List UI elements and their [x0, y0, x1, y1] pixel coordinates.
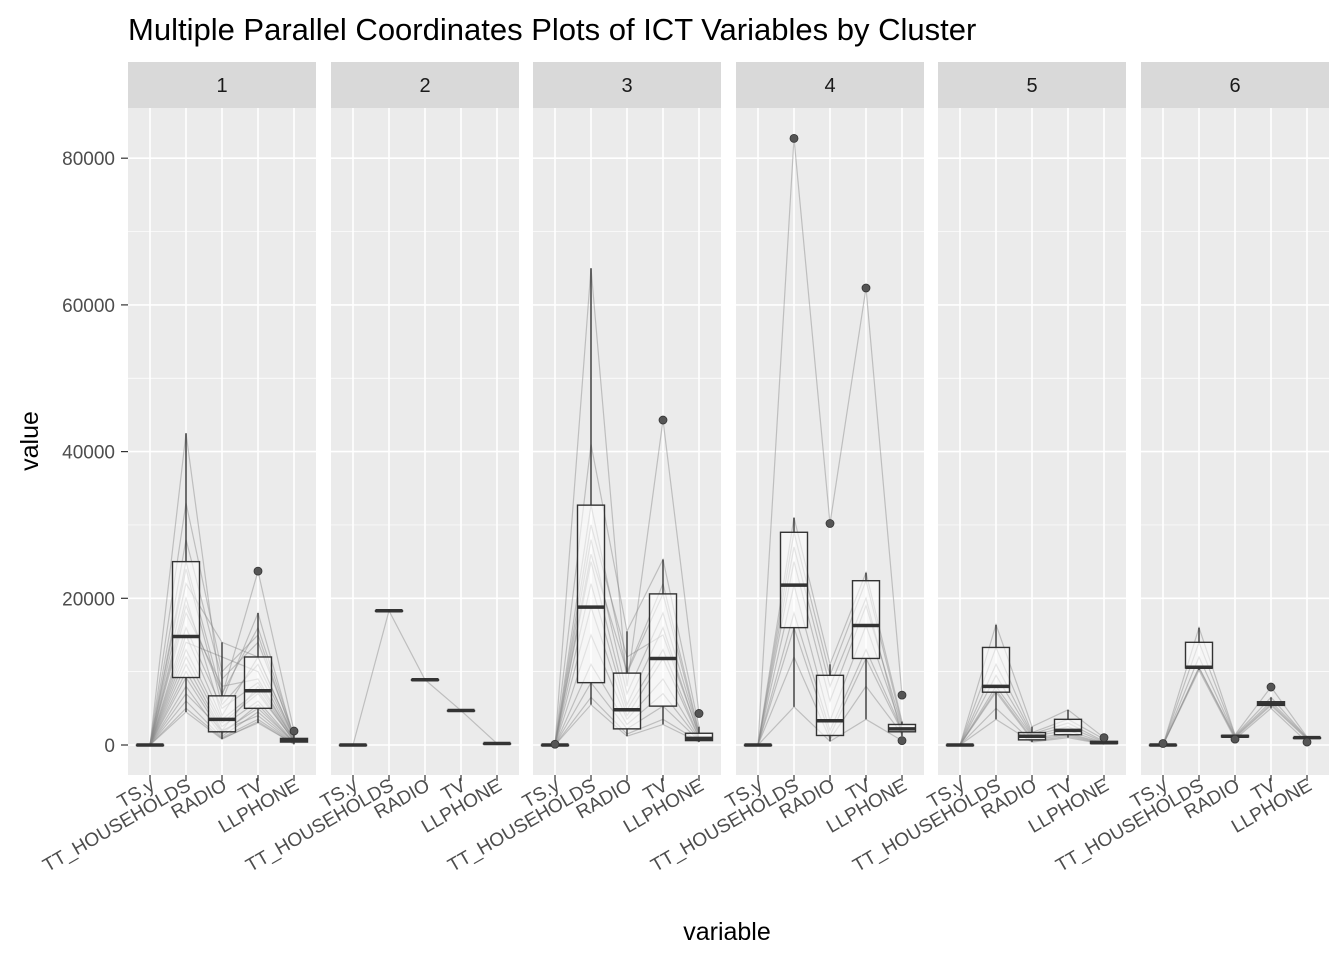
box — [779, 531, 809, 629]
boxplot-radio — [1220, 734, 1250, 744]
outlier-point — [289, 726, 299, 736]
y-tick-label: 60000 — [62, 296, 115, 317]
boxplot-tt-households — [374, 609, 404, 613]
box — [576, 504, 606, 684]
boxplot-radio — [815, 519, 845, 742]
outlier-point — [789, 133, 799, 143]
box — [1184, 641, 1214, 669]
boxplot-tv — [446, 708, 476, 713]
boxplot-tt-households — [981, 624, 1011, 720]
y-tick-label: 20000 — [62, 589, 115, 610]
x-axis-title: variable — [683, 918, 771, 946]
box — [648, 593, 678, 707]
boxplot-ts-y — [945, 743, 975, 747]
boxplot-tt-households — [779, 133, 809, 707]
box — [815, 674, 845, 737]
outlier-point — [897, 736, 907, 745]
outlier-point — [861, 283, 871, 293]
outlier-point — [1230, 734, 1240, 744]
facet-strip — [1141, 62, 1329, 108]
boxplot-llphone — [684, 709, 714, 743]
boxplot-ts-y — [135, 743, 165, 747]
y-tick-label: 80000 — [62, 149, 115, 170]
outlier-point — [658, 415, 668, 425]
y-axis-title: value — [16, 411, 44, 471]
facet-strip — [331, 62, 519, 108]
boxplot-radio — [612, 631, 642, 737]
boxplot-tv — [851, 283, 881, 720]
facet-strip-label: 5 — [1026, 75, 1037, 97]
outlier-point — [550, 739, 560, 749]
facet-strip — [736, 62, 924, 108]
boxplot-ts-y — [743, 743, 773, 747]
boxplot-radio — [207, 642, 237, 740]
box — [243, 656, 273, 710]
outlier-point — [694, 709, 704, 718]
facet-strip — [533, 62, 721, 108]
y-tick-label: 40000 — [62, 443, 115, 464]
box — [612, 672, 642, 730]
chart-title: Multiple Parallel Coordinates Plots of I… — [128, 12, 976, 47]
y-tick-label: 0 — [104, 736, 115, 757]
outlier-point — [897, 690, 907, 700]
facet-strip-label: 4 — [824, 75, 835, 97]
boxplot-ts-y — [540, 739, 570, 749]
boxplot-radio — [1017, 726, 1047, 743]
boxplot-tv — [1053, 709, 1083, 738]
y-axis: 0 20000 40000 60000 80000 — [62, 149, 128, 757]
box — [1053, 718, 1083, 736]
boxplot-tv — [648, 415, 678, 725]
boxplot-llphone — [279, 726, 309, 745]
boxplot-tt-households — [576, 268, 606, 705]
boxplot-llphone — [482, 741, 512, 746]
box — [207, 695, 237, 733]
boxplot-tv — [243, 566, 273, 723]
boxplot-llphone — [1292, 735, 1322, 747]
boxplot-radio — [410, 677, 440, 682]
facet-strip — [938, 62, 1126, 108]
boxplot-llphone — [1089, 733, 1119, 745]
outlier-point — [1158, 739, 1168, 748]
box — [851, 579, 881, 660]
box — [171, 560, 201, 679]
facet-strip — [128, 62, 316, 108]
boxplot-tv — [1256, 682, 1286, 709]
boxplot-llphone — [887, 690, 917, 745]
facet-strip-label: 3 — [621, 75, 632, 97]
outlier-point — [1099, 733, 1109, 743]
outlier-point — [1302, 737, 1312, 747]
facet-strip-label: 6 — [1229, 75, 1240, 97]
boxplot-ts-y — [1148, 739, 1178, 748]
facet-strip-label: 1 — [216, 75, 227, 97]
boxplot-tt-households — [1184, 627, 1214, 671]
outlier-point — [253, 566, 263, 576]
boxplot-tt-households — [171, 433, 201, 712]
outlier-point — [825, 519, 835, 528]
facet-strip-label: 2 — [419, 75, 430, 97]
outlier-point — [1266, 682, 1276, 692]
x-tick-label: TT_HOUSEHOLDS — [40, 775, 195, 877]
boxplot-ts-y — [338, 743, 368, 747]
